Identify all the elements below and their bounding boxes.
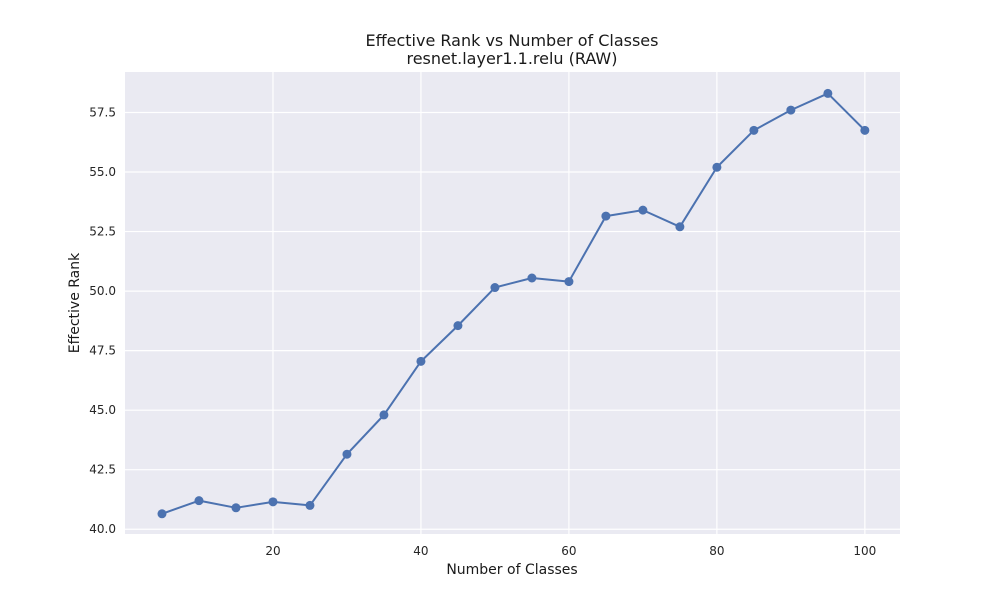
data-point xyxy=(268,497,278,507)
data-point xyxy=(416,356,426,366)
y-tick-label: 55.0 xyxy=(89,165,116,179)
data-point xyxy=(342,449,352,459)
data-point xyxy=(379,410,389,420)
y-tick-label: 45.0 xyxy=(89,403,116,417)
grid-lines xyxy=(125,72,900,534)
x-tick-label: 20 xyxy=(265,544,280,558)
y-axis-label: Effective Rank xyxy=(67,252,83,353)
y-tick-label: 42.5 xyxy=(89,463,116,477)
x-tick-label: 100 xyxy=(853,544,876,558)
data-point xyxy=(564,277,574,287)
data-point xyxy=(638,205,648,215)
data-point xyxy=(490,283,500,293)
y-tick-label: 52.5 xyxy=(89,225,116,239)
y-tick-label: 57.5 xyxy=(89,105,116,119)
x-tick-label: 40 xyxy=(413,544,428,558)
x-tick-label: 80 xyxy=(709,544,724,558)
data-point xyxy=(305,500,315,510)
data-point xyxy=(749,125,759,135)
series-line xyxy=(160,92,866,515)
data-point xyxy=(601,211,611,221)
data-point xyxy=(453,321,463,331)
y-tick-label: 47.5 xyxy=(89,344,116,358)
data-point xyxy=(157,509,167,519)
data-point xyxy=(860,125,870,135)
x-tick-label: 60 xyxy=(561,544,576,558)
series-layer xyxy=(157,88,870,519)
chart-subtitle: resnet.layer1.1.relu (RAW) xyxy=(406,49,617,68)
y-tick-label: 50.0 xyxy=(89,284,116,298)
x-axis-label: Number of Classes xyxy=(446,562,577,578)
data-point xyxy=(527,273,537,283)
chart-title: Effective Rank vs Number of Classes xyxy=(366,31,659,50)
plot-area xyxy=(125,72,900,534)
data-point xyxy=(675,222,685,232)
data-point xyxy=(712,162,722,172)
data-point xyxy=(823,88,833,98)
data-point xyxy=(786,105,796,115)
data-point xyxy=(194,496,204,506)
data-point xyxy=(231,503,241,513)
y-tick-label: 40.0 xyxy=(89,522,116,536)
tick-labels: 20 40 60 80 100 40.0 42.5 45.0 47.5 50.0 52.5 55.0 5… xyxy=(89,105,876,558)
